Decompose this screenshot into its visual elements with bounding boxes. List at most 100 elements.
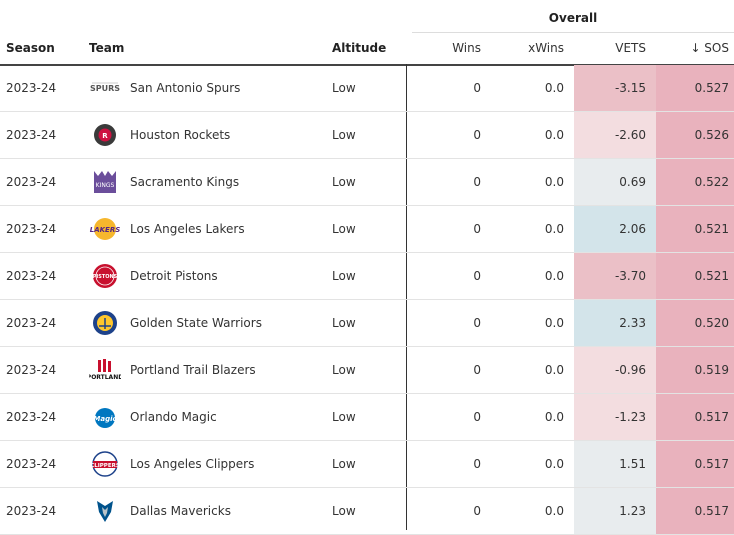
- vets-cell-shade: [574, 65, 656, 111]
- svg-text:CLIPPERS: CLIPPERS: [90, 463, 120, 469]
- xwins-cell: 0.0: [544, 316, 564, 330]
- table-row[interactable]: 2023-24 PISTONS Detroit Pistons Low 0 0.…: [0, 253, 734, 300]
- vets-cell-shade: [574, 441, 656, 487]
- svg-text:PISTONS: PISTONS: [93, 274, 118, 280]
- altitude-cell: Low: [332, 363, 356, 377]
- col-header-vets[interactable]: VETS: [615, 41, 646, 55]
- table-row[interactable]: 2023-24 R Houston Rockets Low 0 0.0 -2.6…: [0, 112, 734, 159]
- sos-cell: 0.517: [694, 410, 729, 424]
- xwins-cell: 0.0: [544, 410, 564, 424]
- sos-cell-shade: [656, 488, 734, 534]
- table-row[interactable]: 2023-24 CLIPPERS Los Angeles Clippers Lo…: [0, 441, 734, 488]
- table-row[interactable]: 2023-24 PORTLAND Portland Trail Blazers …: [0, 347, 734, 394]
- sos-cell: 0.520: [694, 316, 729, 330]
- col-header-altitude[interactable]: Altitude: [332, 41, 387, 55]
- table-row[interactable]: 2023-24 Dallas Mavericks Low 0 0.0 1.23 …: [0, 488, 734, 535]
- season-cell: 2023-24: [6, 81, 57, 95]
- mavericks-logo-icon: [89, 498, 121, 524]
- wins-cell: 0: [473, 222, 481, 236]
- xwins-cell: 0.0: [544, 363, 564, 377]
- sos-cell-shade: [656, 441, 734, 487]
- sos-cell-shade: [656, 159, 734, 205]
- team-name-cell[interactable]: San Antonio Spurs: [130, 81, 241, 95]
- vets-cell: -3.15: [614, 81, 646, 95]
- svg-text:PORTLAND: PORTLAND: [89, 374, 121, 381]
- wins-cell: 0: [473, 316, 481, 330]
- svg-text:KINGS: KINGS: [96, 182, 115, 189]
- team-name-cell[interactable]: Portland Trail Blazers: [130, 363, 256, 377]
- xwins-cell: 0.0: [544, 504, 564, 518]
- sos-cell: 0.517: [694, 504, 729, 518]
- wins-cell: 0: [473, 175, 481, 189]
- wins-cell: 0: [473, 410, 481, 424]
- season-cell: 2023-24: [6, 175, 57, 189]
- altitude-cell: Low: [332, 269, 356, 283]
- wins-cell: 0: [473, 363, 481, 377]
- sos-cell: 0.521: [694, 222, 729, 236]
- col-header-season[interactable]: Season: [6, 41, 55, 55]
- group-label-overall: Overall: [548, 11, 598, 25]
- season-cell: 2023-24: [6, 222, 57, 236]
- table-row[interactable]: 2023-24 Magic Orlando Magic Low 0 0.0 -1…: [0, 394, 734, 441]
- vets-cell-shade: [574, 159, 656, 205]
- team-name-cell[interactable]: Los Angeles Clippers: [130, 457, 255, 471]
- col-header-wins[interactable]: Wins: [452, 41, 481, 55]
- altitude-cell: Low: [332, 316, 356, 330]
- altitude-cell: Low: [332, 457, 356, 471]
- team-name-cell[interactable]: Detroit Pistons: [130, 269, 218, 283]
- wins-cell: 0: [473, 269, 481, 283]
- svg-text:SPURS: SPURS: [90, 84, 120, 93]
- wins-cell: 0: [473, 457, 481, 471]
- team-name-cell[interactable]: Houston Rockets: [130, 128, 231, 142]
- team-name-cell[interactable]: Dallas Mavericks: [130, 504, 231, 518]
- sos-cell: 0.522: [694, 175, 729, 189]
- team-name-cell[interactable]: Sacramento Kings: [130, 175, 240, 189]
- vets-cell: 0.69: [619, 175, 646, 189]
- season-cell: 2023-24: [6, 504, 57, 518]
- sos-cell: 0.526: [694, 128, 729, 142]
- vets-cell: 2.06: [619, 222, 646, 236]
- svg-text:LAKERS: LAKERS: [90, 226, 121, 234]
- team-name-cell[interactable]: Golden State Warriors: [130, 316, 262, 330]
- column-divider: [406, 64, 407, 530]
- svg-text:Magic: Magic: [93, 415, 117, 423]
- season-cell: 2023-24: [6, 128, 57, 142]
- kings-logo-icon: KINGS: [89, 169, 121, 195]
- spurs-logo-icon: SPURS: [89, 75, 121, 101]
- col-header-xwins[interactable]: xWins: [528, 41, 564, 55]
- magic-logo-icon: Magic: [89, 404, 121, 430]
- team-name-cell[interactable]: Orlando Magic: [130, 410, 217, 424]
- table-row[interactable]: 2023-24 LAKERS Los Angeles Lakers Low 0 …: [0, 206, 734, 253]
- sos-cell-shade: [656, 112, 734, 158]
- sos-cell: 0.521: [694, 269, 729, 283]
- vets-cell-shade: [574, 253, 656, 299]
- col-header-sos[interactable]: ↓ SOS: [690, 41, 729, 55]
- sos-cell-shade: [656, 206, 734, 252]
- vets-cell-shade: [574, 347, 656, 393]
- altitude-cell: Low: [332, 504, 356, 518]
- season-cell: 2023-24: [6, 363, 57, 377]
- sos-cell-shade: [656, 347, 734, 393]
- season-cell: 2023-24: [6, 410, 57, 424]
- team-name-cell[interactable]: Los Angeles Lakers: [130, 222, 245, 236]
- vets-cell: -3.70: [614, 269, 646, 283]
- altitude-cell: Low: [332, 175, 356, 189]
- vets-cell: 2.33: [619, 316, 646, 330]
- vets-cell-shade: [574, 112, 656, 158]
- vets-cell: -2.60: [614, 128, 646, 142]
- col-header-team[interactable]: Team: [89, 41, 125, 55]
- sos-cell: 0.519: [694, 363, 729, 377]
- table-row[interactable]: 2023-24 SPURS San Antonio Spurs Low 0 0.…: [0, 65, 734, 112]
- xwins-cell: 0.0: [544, 269, 564, 283]
- altitude-cell: Low: [332, 410, 356, 424]
- vets-cell-shade: [574, 300, 656, 346]
- xwins-cell: 0.0: [544, 81, 564, 95]
- table-row[interactable]: 2023-24 Golden State Warriors Low 0 0.0 …: [0, 300, 734, 347]
- vets-cell: -0.96: [614, 363, 646, 377]
- lakers-logo-icon: LAKERS: [89, 216, 121, 242]
- season-cell: 2023-24: [6, 316, 57, 330]
- sos-cell-shade: [656, 253, 734, 299]
- table-row[interactable]: 2023-24 KINGS Sacramento Kings Low 0 0.0…: [0, 159, 734, 206]
- xwins-cell: 0.0: [544, 128, 564, 142]
